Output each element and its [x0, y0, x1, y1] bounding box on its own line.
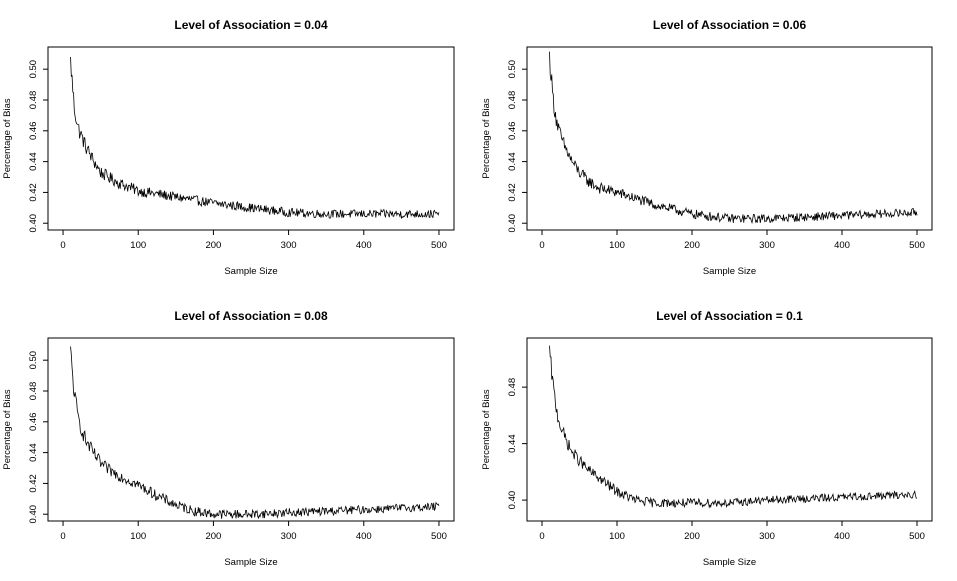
- y-tick-label: 0.46: [507, 122, 518, 141]
- y-tick-label: 0.50: [28, 60, 39, 79]
- y-axis-label: Percentage of Bias: [481, 98, 492, 179]
- plot-frame: [526, 337, 933, 522]
- x-tick-label: 200: [205, 240, 221, 251]
- y-tick-label: 0.40: [28, 505, 39, 524]
- y-tick-label: 0.48: [28, 382, 39, 401]
- y-tick-label: 0.42: [507, 183, 518, 202]
- chart-panel-3: Level of Association = 0.08 0 100 200 300 400…: [2, 309, 455, 568]
- chart-panel-1: Level of Association = 0.04 0 100 200 300 400…: [2, 18, 455, 277]
- y-tick-label: 0.44: [507, 152, 518, 171]
- y-tick-label: 0.48: [507, 91, 518, 110]
- x-tick-label: 500: [909, 240, 925, 251]
- x-tick-label: 300: [281, 531, 297, 542]
- x-tick-label: 200: [684, 240, 700, 251]
- y-tick-label: 0.42: [28, 474, 39, 493]
- plot-frame: [526, 46, 933, 231]
- y-tick-label: 0.48: [28, 91, 39, 110]
- x-tick-label: 500: [431, 240, 447, 251]
- x-tick-label: 200: [205, 531, 221, 542]
- x-tick-label: 500: [909, 531, 925, 542]
- x-tick-label: 300: [281, 240, 297, 251]
- x-tick-label: 0: [539, 240, 544, 251]
- bias-series-line: [70, 57, 440, 220]
- x-tick-label: 100: [609, 531, 625, 542]
- y-axis-label: Percentage of Bias: [2, 98, 13, 179]
- x-tick-label: 100: [609, 240, 625, 251]
- y-tick-label: 0.44: [28, 152, 39, 171]
- y-tick-label: 0.40: [507, 491, 518, 510]
- x-axis-label: Sample Size: [703, 557, 756, 568]
- y-tick-label: 0.50: [28, 351, 39, 370]
- x-tick-label: 400: [356, 531, 372, 542]
- x-tick-label: 400: [834, 531, 850, 542]
- x-tick-label: 300: [759, 531, 775, 542]
- y-axis-label: Percentage of Bias: [481, 389, 492, 470]
- chart-panel-4: Level of Association = 0.1 0 100 200 300 400 5…: [481, 309, 933, 568]
- y-tick-label: 0.44: [507, 434, 518, 453]
- chart-title: Level of Association = 0.04: [174, 18, 328, 32]
- y-tick-label: 0.48: [507, 378, 518, 397]
- y-tick-label: 0.42: [28, 183, 39, 202]
- chart-title: Level of Association = 0.08: [174, 309, 328, 323]
- bias-series-line: [549, 51, 918, 225]
- x-tick-label: 0: [539, 531, 544, 542]
- x-axis-label: Sample Size: [703, 266, 756, 277]
- x-tick-label: 400: [356, 240, 372, 251]
- plot-frame: [47, 46, 455, 231]
- y-tick-label: 0.44: [28, 443, 39, 462]
- x-tick-label: 300: [759, 240, 775, 251]
- x-tick-label: 400: [834, 240, 850, 251]
- x-tick-label: 500: [431, 531, 447, 542]
- chart-title: Level of Association = 0.1: [656, 309, 803, 323]
- bias-series-line: [70, 346, 440, 520]
- x-tick-label: 0: [60, 531, 65, 542]
- plot-frame: [47, 337, 455, 522]
- x-axis-label: Sample Size: [224, 557, 277, 568]
- y-tick-label: 0.40: [507, 214, 518, 233]
- y-tick-label: 0.40: [28, 214, 39, 233]
- x-tick-label: 100: [130, 240, 146, 251]
- chart-title: Level of Association = 0.06: [653, 18, 807, 32]
- bias-series-line: [549, 345, 918, 509]
- x-tick-label: 0: [60, 240, 65, 251]
- x-tick-label: 200: [684, 531, 700, 542]
- x-tick-label: 100: [130, 531, 146, 542]
- x-axis-label: Sample Size: [224, 266, 277, 277]
- y-tick-label: 0.50: [507, 60, 518, 79]
- y-axis-label: Percentage of Bias: [2, 389, 13, 470]
- y-tick-label: 0.46: [28, 122, 39, 141]
- chart-panel-2: Level of Association = 0.06 0 100 200 300 400…: [481, 18, 933, 277]
- y-tick-label: 0.46: [28, 413, 39, 432]
